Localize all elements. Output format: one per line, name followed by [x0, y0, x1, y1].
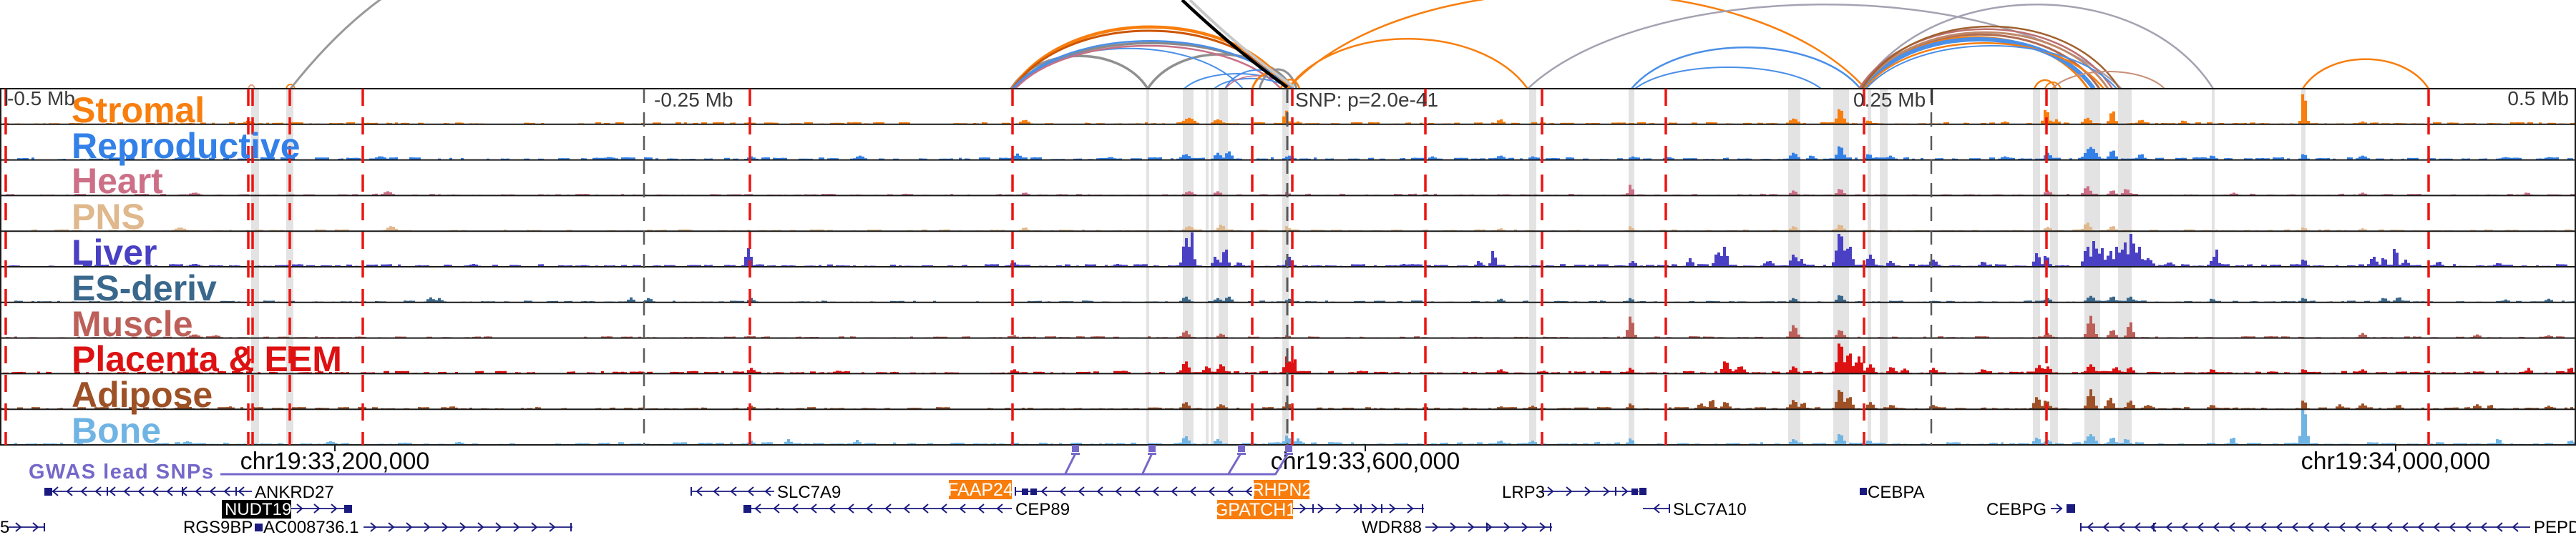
- svg-text:GPATCH1: GPATCH1: [1214, 500, 1296, 520]
- svg-text:Stromal: Stromal: [72, 90, 205, 130]
- svg-text:-0.25 Mb: -0.25 Mb: [654, 89, 733, 111]
- svg-text:LRP3: LRP3: [1502, 483, 1545, 502]
- svg-text:NUDT19: NUDT19: [225, 500, 291, 519]
- svg-text:CEBPA: CEBPA: [1868, 483, 1925, 502]
- svg-text:chr19:33,200,000: chr19:33,200,000: [240, 448, 430, 475]
- svg-text:SNP: p=2.0e-41: SNP: p=2.0e-41: [1295, 89, 1438, 111]
- svg-text:chr19:34,000,000: chr19:34,000,000: [2301, 448, 2491, 475]
- svg-text:GWAS lead SNPs: GWAS lead SNPs: [29, 461, 215, 483]
- svg-text:0.5 Mb: 0.5 Mb: [2507, 87, 2569, 109]
- svg-text:CEBPG: CEBPG: [1986, 500, 2046, 519]
- svg-text:0.25 Mb: 0.25 Mb: [1853, 89, 1926, 111]
- svg-text:RGS9BP: RGS9BP: [183, 518, 253, 536]
- svg-text:-0.5 Mb: -0.5 Mb: [7, 87, 75, 109]
- svg-text:PEPD: PEPD: [2534, 518, 2576, 536]
- svg-text:ANKRD27: ANKRD27: [255, 483, 334, 502]
- svg-text:chr19:33,600,000: chr19:33,600,000: [1271, 448, 1460, 475]
- svg-text:Adipose: Adipose: [72, 375, 213, 415]
- svg-text:RHPN2: RHPN2: [1252, 480, 1312, 500]
- svg-text:FAAP24: FAAP24: [947, 480, 1013, 500]
- svg-text:SLC7A10: SLC7A10: [1673, 500, 1747, 519]
- svg-text:Liver: Liver: [72, 232, 157, 273]
- svg-text:WDR88: WDR88: [1362, 518, 1422, 536]
- svg-text:AC008736.1: AC008736.1: [263, 518, 358, 536]
- svg-text:Placenta & EEM: Placenta & EEM: [72, 339, 342, 379]
- svg-text:Muscle: Muscle: [72, 304, 193, 344]
- svg-text:Heart: Heart: [72, 161, 163, 201]
- svg-text:ES-deriv: ES-deriv: [72, 268, 217, 308]
- svg-text:Bone: Bone: [72, 411, 161, 451]
- svg-text:CEP89: CEP89: [1015, 500, 1070, 519]
- svg-text:PNS: PNS: [72, 197, 145, 237]
- svg-text:5: 5: [0, 518, 9, 536]
- svg-text:Reproductive: Reproductive: [72, 126, 301, 166]
- svg-text:SLC7A9: SLC7A9: [777, 483, 841, 502]
